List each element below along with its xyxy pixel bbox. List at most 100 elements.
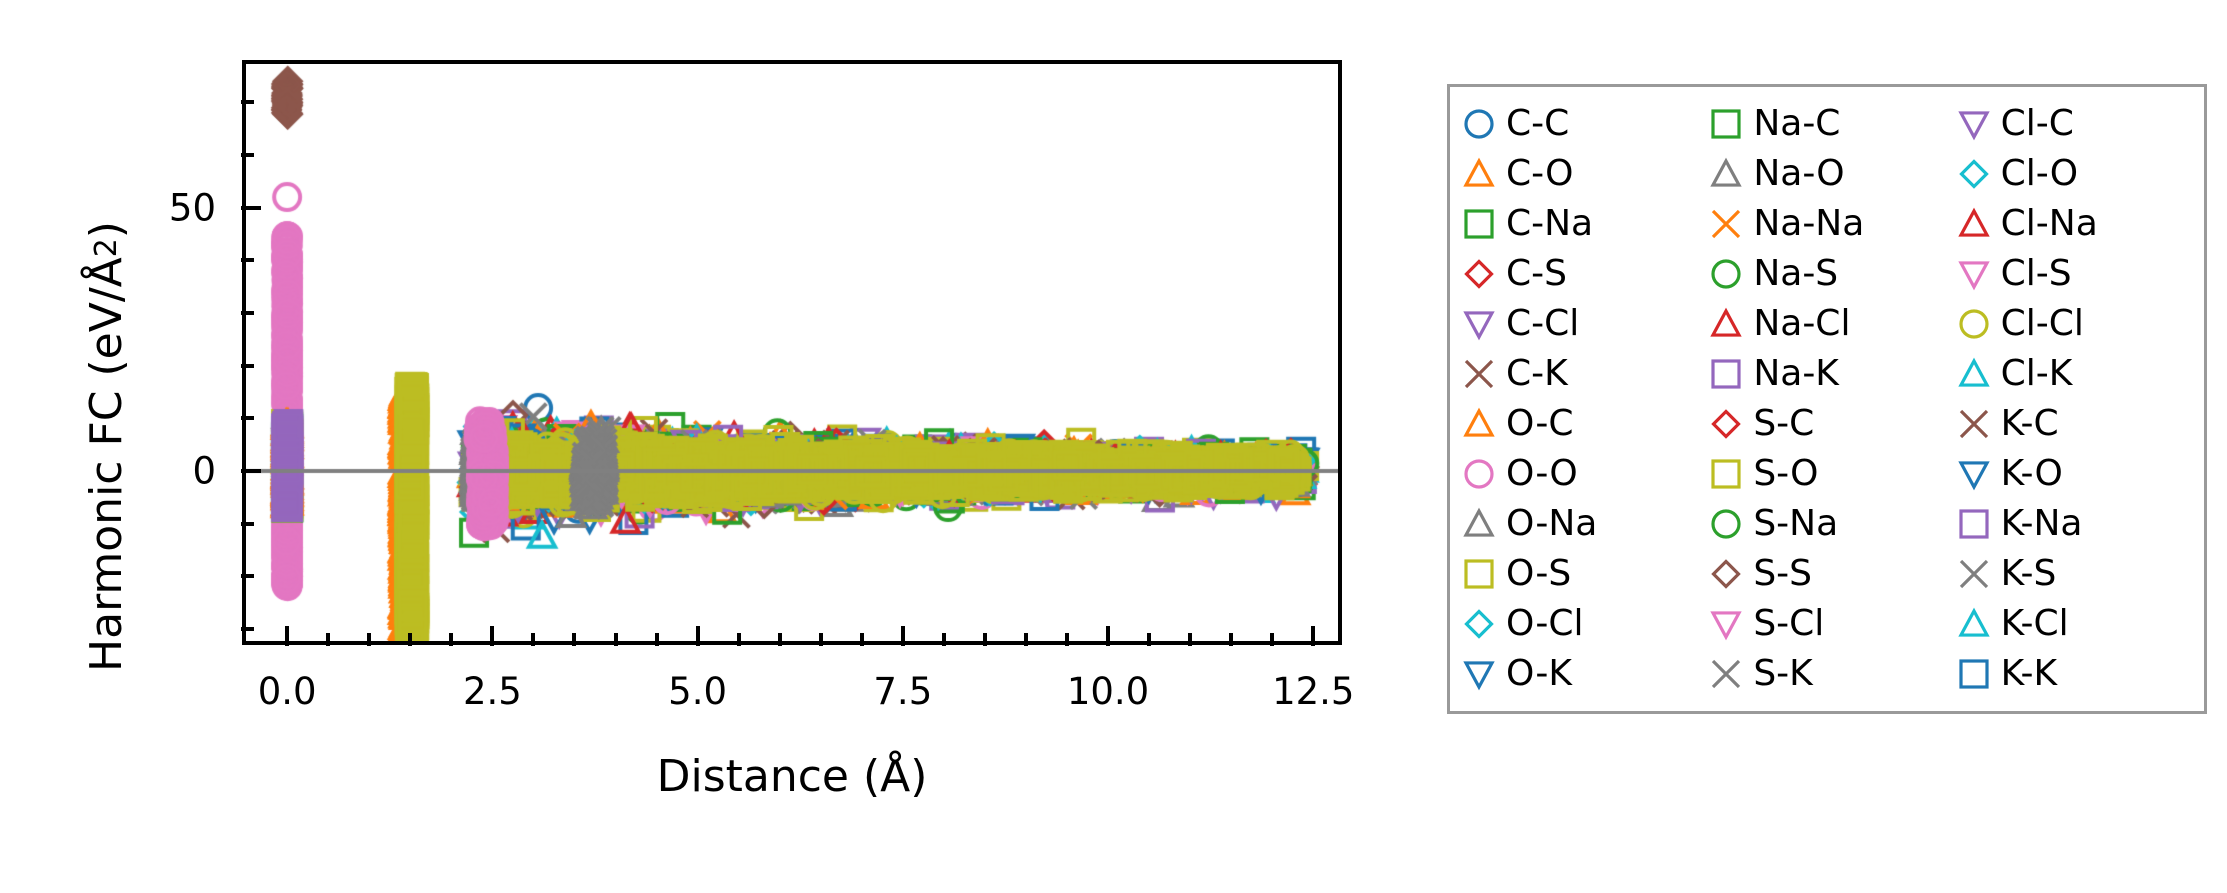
legend-column-2: Na-C Na-O Na-Na Na-S Na-Cl Na-K S-C S-O S-Na S-S S…	[1703, 99, 1950, 699]
legend-marker-circle-icon	[1456, 101, 1502, 147]
x-major-tick	[695, 626, 700, 646]
legend-label: Cl-O	[2000, 153, 2079, 194]
legend-label: K-Cl	[2000, 603, 2069, 644]
x-tick-label: 7.5	[873, 670, 933, 713]
legend-entry-cl-na[interactable]: Cl-Na	[1951, 199, 2198, 249]
legend-entry-na-na[interactable]: Na-Na	[1703, 199, 1950, 249]
legend-entry-c-na[interactable]: C-Na	[1456, 199, 1703, 249]
legend-marker-triangle-up-icon	[1703, 301, 1749, 347]
legend-entry-c-k[interactable]: C-K	[1456, 349, 1703, 399]
scatter-plot-canvas	[242, 60, 1342, 645]
legend-marker-square-icon	[1951, 651, 1997, 697]
legend-entry-k-s[interactable]: K-S	[1951, 549, 2198, 599]
legend-entry-s-c[interactable]: S-C	[1703, 399, 1950, 449]
x-minor-tick	[531, 633, 536, 646]
legend-entry-na-o[interactable]: Na-O	[1703, 149, 1950, 199]
x-major-tick	[285, 626, 290, 646]
legend-entry-c-c[interactable]: C-C	[1456, 99, 1703, 149]
y-tick-label: 0	[192, 449, 216, 493]
x-minor-tick	[1023, 633, 1028, 646]
legend-marker-diamond-icon	[1703, 551, 1749, 597]
legend-box: C-C C-O C-Na C-S C-Cl C-K O-C O-O O-Na O-S O-Cl O-K…	[1447, 84, 2207, 714]
x-minor-tick	[654, 633, 659, 646]
legend-entry-k-cl[interactable]: K-Cl	[1951, 599, 2198, 649]
y-axis-label-superscript: 2	[89, 238, 125, 258]
legend-marker-diamond-icon	[1951, 151, 1997, 197]
legend-entry-o-na[interactable]: O-Na	[1456, 499, 1703, 549]
x-tick-label: 10.0	[1066, 670, 1150, 713]
legend-entry-s-o[interactable]: S-O	[1703, 449, 1950, 499]
legend-marker-square-icon	[1703, 451, 1749, 497]
x-minor-tick	[613, 633, 618, 646]
legend-label: S-Na	[1753, 503, 1839, 544]
legend-entry-c-cl[interactable]: C-Cl	[1456, 299, 1703, 349]
x-minor-tick	[982, 633, 987, 646]
legend-entry-c-o[interactable]: C-O	[1456, 149, 1703, 199]
x-minor-tick	[1147, 633, 1152, 646]
x-major-tick	[900, 626, 905, 646]
legend-entry-na-cl[interactable]: Na-Cl	[1703, 299, 1950, 349]
legend-marker-triangle-up-icon	[1456, 151, 1502, 197]
legend-marker-circle-icon	[1703, 501, 1749, 547]
legend-label: Na-Na	[1753, 203, 1865, 244]
legend-marker-triangle-down-icon	[1703, 601, 1749, 647]
legend-label: K-O	[2000, 453, 2063, 494]
legend-entry-s-k[interactable]: S-K	[1703, 649, 1950, 699]
y-minor-tick	[241, 521, 254, 526]
legend-label: C-S	[1506, 253, 1567, 294]
legend-entry-k-c[interactable]: K-C	[1951, 399, 2198, 449]
y-minor-tick	[241, 363, 254, 368]
legend-entry-k-o[interactable]: K-O	[1951, 449, 2198, 499]
legend-label: S-C	[1753, 403, 1815, 444]
y-tick-label: 50	[168, 186, 216, 230]
legend-marker-triangle-down-icon	[1951, 101, 1997, 147]
legend-label: Cl-Na	[2000, 203, 2098, 244]
y-axis-label: Harmonic FC (eV/Å 2)	[72, 0, 142, 893]
legend-entry-o-o[interactable]: O-O	[1456, 449, 1703, 499]
legend-marker-circle-icon	[1456, 451, 1502, 497]
legend-entry-cl-cl[interactable]: Cl-Cl	[1951, 299, 2198, 349]
legend-marker-cross-icon	[1951, 551, 1997, 597]
legend-entry-na-s[interactable]: Na-S	[1703, 249, 1950, 299]
legend-label: Na-Cl	[1753, 303, 1851, 344]
legend-entry-o-c[interactable]: O-C	[1456, 399, 1703, 449]
y-minor-tick	[241, 152, 254, 157]
legend-entry-cl-s[interactable]: Cl-S	[1951, 249, 2198, 299]
legend-label: S-S	[1753, 553, 1813, 594]
legend-entry-s-s[interactable]: S-S	[1703, 549, 1950, 599]
legend-entry-cl-o[interactable]: Cl-O	[1951, 149, 2198, 199]
legend-label: C-C	[1506, 103, 1570, 144]
legend-label: Cl-C	[2000, 103, 2074, 144]
legend-entry-o-cl[interactable]: O-Cl	[1456, 599, 1703, 649]
legend-entry-k-na[interactable]: K-Na	[1951, 499, 2198, 549]
y-minor-tick	[241, 627, 254, 632]
x-tick-label: 5.0	[668, 670, 728, 713]
legend-entry-k-k[interactable]: K-K	[1951, 649, 2198, 699]
x-tick-label: 12.5	[1272, 670, 1355, 713]
legend-label: K-C	[2000, 403, 2059, 444]
legend-entry-s-na[interactable]: S-Na	[1703, 499, 1950, 549]
x-minor-tick	[1065, 633, 1069, 646]
legend-entry-c-s[interactable]: C-S	[1456, 249, 1703, 299]
y-major-tick	[241, 205, 261, 210]
x-minor-tick	[1229, 633, 1234, 646]
legend-label: S-K	[1753, 653, 1813, 694]
legend-entry-na-c[interactable]: Na-C	[1703, 99, 1950, 149]
legend-column-1: C-C C-O C-Na C-S C-Cl C-K O-C O-O O-Na O-S O-Cl O-K	[1456, 99, 1703, 699]
legend-label: C-O	[1506, 153, 1574, 194]
y-minor-tick	[241, 100, 254, 105]
legend-label: O-C	[1506, 403, 1574, 444]
legend-entry-na-k[interactable]: Na-K	[1703, 349, 1950, 399]
legend-marker-triangle-up-icon	[1703, 151, 1749, 197]
legend-entry-s-cl[interactable]: S-Cl	[1703, 599, 1950, 649]
legend-entry-cl-k[interactable]: Cl-K	[1951, 349, 2198, 399]
legend-entry-cl-c[interactable]: Cl-C	[1951, 99, 2198, 149]
x-minor-tick	[1188, 633, 1193, 646]
legend-entry-o-s[interactable]: O-S	[1456, 549, 1703, 599]
legend-marker-square-icon	[1456, 201, 1502, 247]
legend-label: Na-S	[1753, 253, 1839, 294]
legend-entry-o-k[interactable]: O-K	[1456, 649, 1703, 699]
legend-label: O-Na	[1506, 503, 1598, 544]
legend-marker-triangle-up-icon	[1456, 401, 1502, 447]
